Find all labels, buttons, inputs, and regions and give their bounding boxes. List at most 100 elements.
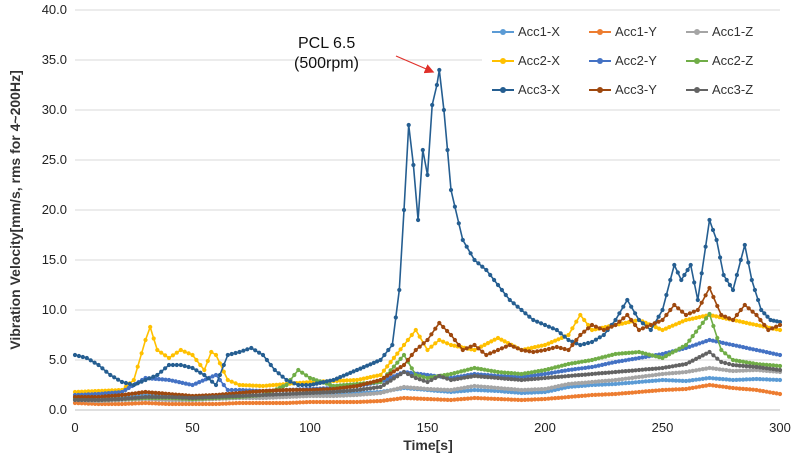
data-point	[442, 397, 447, 402]
data-point	[495, 396, 501, 402]
data-point	[576, 384, 581, 389]
data-point	[341, 389, 346, 394]
data-point	[178, 362, 183, 368]
data-point	[583, 359, 588, 364]
data-point	[296, 382, 301, 388]
data-point	[365, 399, 370, 404]
data-point	[257, 389, 262, 394]
data-point	[206, 376, 211, 381]
data-point	[714, 383, 719, 388]
data-point	[240, 390, 245, 395]
data-point	[687, 311, 693, 316]
data-point	[153, 401, 158, 406]
data-point	[746, 260, 751, 265]
legend: Acc1-X Acc1-Y Acc1-Z Acc2-X Acc2-Y Acc2-Z Acc3…	[482, 16, 780, 104]
data-point	[532, 390, 538, 395]
data-point	[354, 383, 360, 389]
series-lines	[72, 67, 783, 407]
data-point	[542, 371, 548, 377]
data-point	[163, 401, 168, 406]
data-point	[489, 368, 494, 373]
data-point	[79, 389, 84, 394]
data-point	[296, 367, 301, 373]
data-point	[109, 393, 114, 398]
data-point	[166, 394, 172, 400]
data-point	[683, 312, 689, 318]
data-point	[108, 372, 113, 378]
data-point	[425, 396, 430, 402]
data-point	[166, 391, 172, 397]
data-point	[633, 390, 638, 395]
data-point	[495, 335, 501, 341]
data-point	[609, 324, 614, 329]
data-point	[80, 354, 85, 360]
data-point	[96, 391, 101, 397]
data-point	[358, 387, 363, 392]
data-point	[673, 348, 679, 353]
legend-item: Acc3-Y	[589, 82, 657, 97]
data-point	[656, 314, 661, 319]
data-point	[180, 401, 185, 407]
data-point	[136, 390, 141, 395]
data-point	[492, 349, 497, 354]
data-point	[150, 394, 155, 400]
data-point	[163, 353, 168, 358]
legend-swatch-marker	[694, 29, 700, 35]
data-point	[744, 387, 749, 392]
data-point	[464, 346, 469, 351]
data-point	[546, 396, 551, 401]
data-point	[365, 381, 370, 386]
data-point	[556, 364, 561, 369]
data-point	[277, 388, 282, 393]
data-point	[542, 347, 548, 353]
data-point	[106, 391, 111, 396]
data-point	[747, 346, 752, 351]
data-point	[751, 387, 756, 392]
data-point	[757, 362, 763, 367]
data-point	[398, 347, 403, 352]
data-point	[465, 396, 470, 401]
legend-item: Acc1-Z	[686, 24, 753, 39]
data-point	[578, 312, 583, 318]
data-point	[254, 389, 259, 394]
data-point	[103, 401, 108, 407]
data-point	[351, 388, 356, 393]
data-point	[559, 374, 564, 379]
data-point	[707, 349, 712, 355]
data-point	[198, 362, 203, 368]
data-point	[291, 391, 296, 396]
data-point	[546, 341, 551, 346]
data-point	[535, 319, 540, 324]
data-point	[160, 377, 165, 382]
data-point	[711, 353, 716, 358]
data-point	[616, 377, 622, 382]
series-acc3-y	[72, 285, 783, 400]
data-point	[429, 344, 434, 349]
data-point	[202, 372, 207, 378]
data-point	[386, 347, 391, 353]
data-point	[448, 397, 454, 403]
data-point	[626, 357, 632, 362]
data-point	[578, 332, 583, 338]
data-point	[751, 347, 756, 352]
data-point	[573, 384, 578, 389]
data-point	[257, 383, 262, 388]
data-point	[391, 387, 396, 392]
data-point	[398, 372, 403, 377]
data-point	[425, 375, 430, 381]
data-point	[563, 362, 568, 367]
data-point	[593, 324, 599, 329]
data-point	[596, 363, 601, 368]
data-point	[250, 400, 255, 406]
data-point	[354, 392, 360, 398]
data-point	[116, 397, 121, 402]
data-point	[633, 318, 638, 323]
data-point	[240, 383, 245, 388]
data-point	[744, 360, 749, 365]
data-point	[777, 367, 783, 373]
data-point	[116, 393, 121, 398]
data-point	[643, 367, 648, 372]
data-point	[636, 327, 642, 333]
data-point	[460, 237, 465, 243]
data-point	[341, 399, 346, 405]
